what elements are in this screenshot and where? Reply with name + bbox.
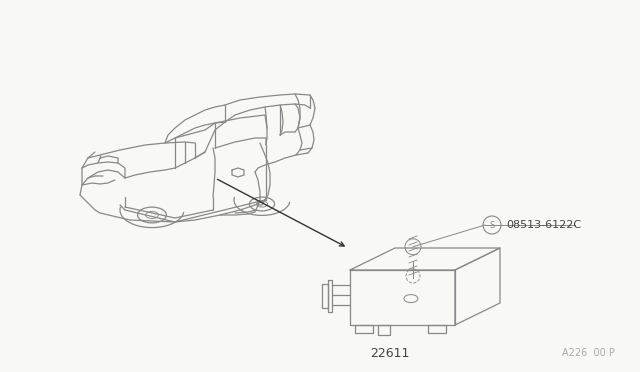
Text: A226  00 P: A226 00 P	[562, 348, 615, 358]
Text: S: S	[490, 221, 495, 230]
Text: 22611: 22611	[370, 347, 410, 360]
Text: 08513-6122C: 08513-6122C	[506, 220, 581, 230]
